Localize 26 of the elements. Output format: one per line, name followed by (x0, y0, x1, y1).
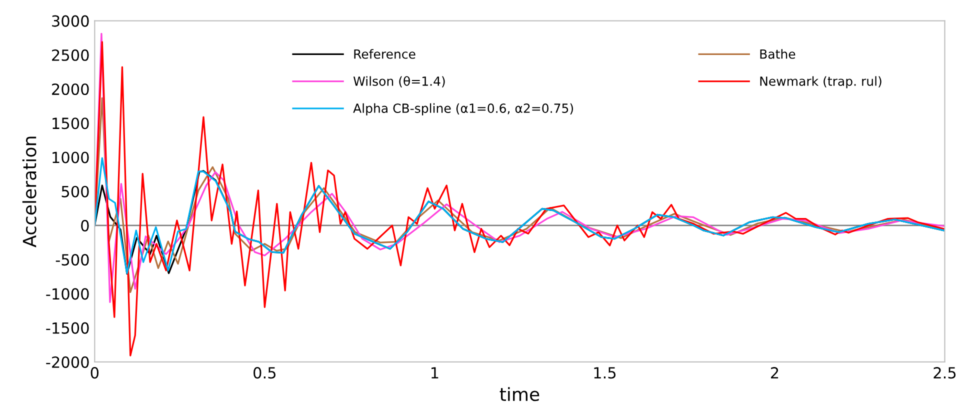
legend-label: Alpha CB-spline (α1=0.6, α2=0.75) (353, 103, 574, 116)
y-tick-label: -1500 (46, 322, 89, 334)
y-tick-label: 0 (81, 220, 89, 232)
x-tick-label: 1.5 (594, 367, 616, 379)
y-tick-label: 2000 (52, 83, 89, 96)
x-tick-label: 2 (770, 367, 778, 378)
legend-label: Reference (354, 49, 416, 59)
legend-label: Bathe (760, 49, 796, 59)
x-tick-label: 1 (432, 367, 438, 378)
line-series (94, 41, 945, 356)
y-tick-label: -2000 (46, 356, 89, 368)
y-tick-label: 1500 (52, 118, 89, 130)
legend-label: Newmark (trap. rul) (760, 76, 882, 88)
y-tick-label: 1000 (52, 152, 89, 164)
y-tick-label: -500 (56, 254, 89, 266)
x-axis-title: time (500, 387, 540, 402)
y-tick-label: 2500 (52, 49, 89, 61)
y-axis-title: Acceleration (22, 136, 36, 248)
y-tick-label: -1000 (46, 288, 89, 300)
x-tick-label: 0 (90, 367, 99, 379)
y-tick-label: 3000 (52, 15, 89, 27)
y-tick-label: 500 (62, 186, 89, 198)
legend-label: Wilson (θ=1.4) (353, 76, 445, 88)
x-tick-label: 2.5 (934, 367, 956, 379)
line-series (94, 32, 945, 303)
x-tick-label: 0.5 (254, 367, 276, 379)
